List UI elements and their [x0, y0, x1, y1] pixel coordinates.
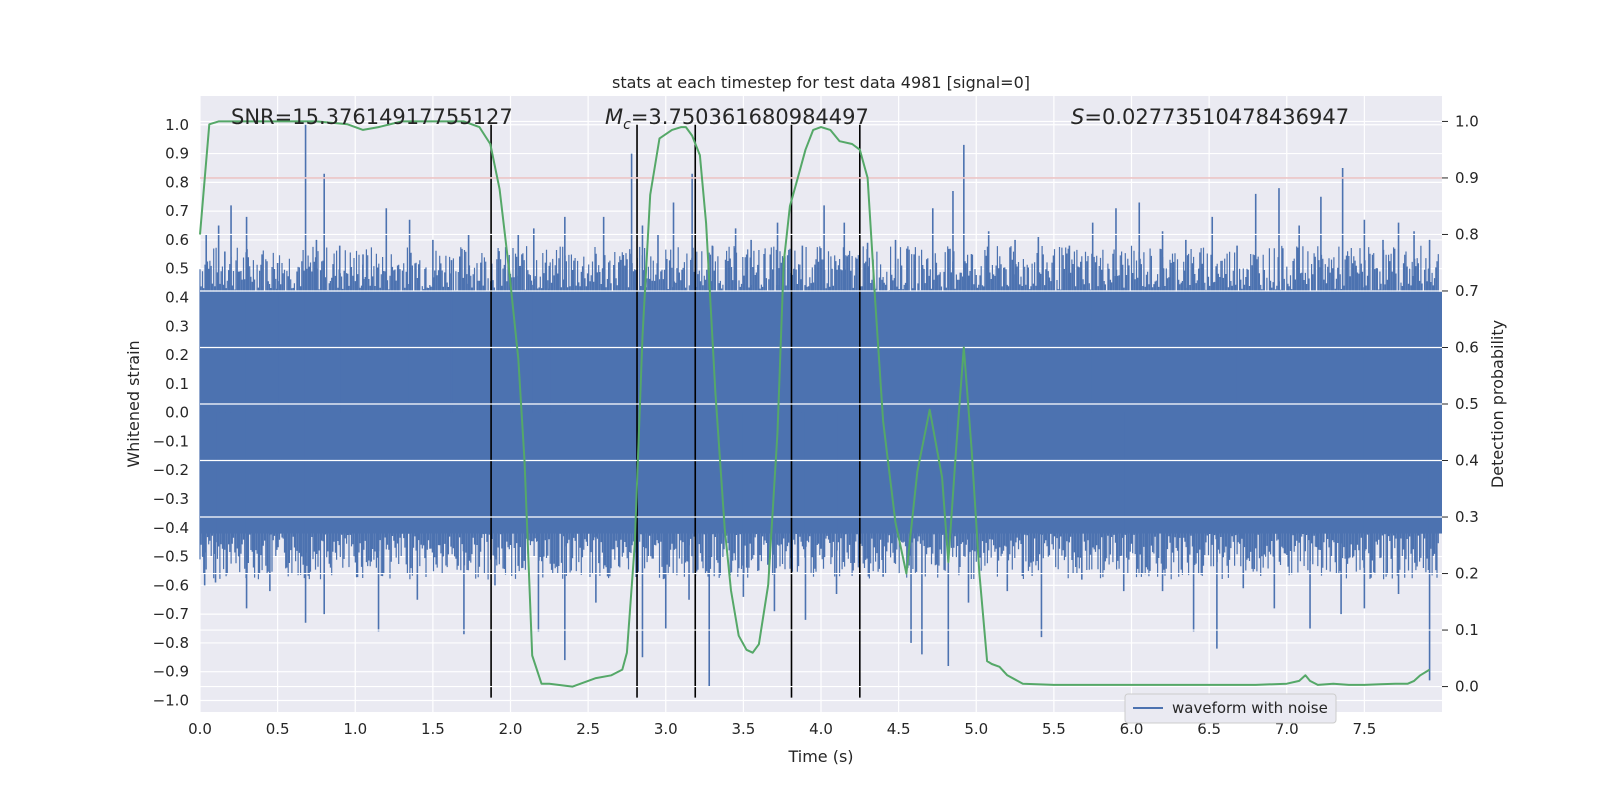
- x-tick-label: 4.5: [887, 720, 911, 738]
- y-right-tick-label: 0.7: [1455, 282, 1479, 300]
- y-right-tick-label: 0.3: [1455, 508, 1479, 526]
- x-tick-label: 2.0: [499, 720, 523, 738]
- x-tick-label: 1.0: [343, 720, 367, 738]
- y-right-tick-label: 0.8: [1455, 225, 1479, 243]
- y-right-tick-label: 0.0: [1455, 678, 1479, 696]
- x-tick-label: 3.0: [654, 720, 678, 738]
- y-left-axis-label: Whitened strain: [124, 340, 143, 467]
- y-right-tick-label: 1.0: [1455, 112, 1479, 130]
- detection-probability: [199, 120, 1431, 688]
- chart-title: stats at each timestep for test data 498…: [612, 73, 1030, 92]
- x-tick-label: 6.0: [1120, 720, 1144, 738]
- s-annotation: S=0.02773510478436947: [1071, 105, 1349, 129]
- x-tick-label: 0.0: [188, 720, 212, 738]
- y-right-tick-label: 0.9: [1455, 169, 1479, 187]
- x-tick-label: 6.5: [1197, 720, 1221, 738]
- y-left-tick-label: −0.6: [153, 576, 189, 594]
- y-left-tick-label: −0.8: [153, 634, 189, 652]
- x-tick-label: 0.5: [266, 720, 290, 738]
- mc-symbol: M: [605, 105, 623, 129]
- x-tick-label: 7.5: [1352, 720, 1376, 738]
- y-left-tick-label: 0.6: [165, 231, 189, 249]
- x-tick-labels: 0.0 0.5 1.0 1.5 2.0 2.5 3.0 3.5 4.0 4.5 5.0 5.5 6.0 6…: [188, 720, 1376, 738]
- waveform-noise: [199, 245, 1439, 580]
- legend-label: waveform with noise: [1172, 699, 1328, 717]
- y-left-tick-label: −0.5: [153, 548, 189, 566]
- y-left-tick-label: −0.2: [153, 461, 189, 479]
- probability-line: [199, 120, 1431, 688]
- y-left-tick-label: −0.3: [153, 490, 189, 508]
- y-right-tick-labels: 0.0 0.1 0.2 0.3 0.4 0.5 0.6 0.7 0.8 0.9 1.0: [1442, 112, 1479, 696]
- y-left-tick-label: 0.1: [165, 375, 189, 393]
- y-left-tick-label: 0.5: [165, 260, 189, 278]
- y-right-tick-label: 0.2: [1455, 565, 1479, 583]
- y-left-tick-label: −0.1: [153, 432, 189, 450]
- x-tick-label: 3.5: [731, 720, 755, 738]
- vertical-lines: [490, 124, 861, 698]
- mc-value: =3.750361680984497: [631, 105, 869, 129]
- y-left-tick-label: −1.0: [153, 691, 189, 709]
- y-left-tick-labels: −1.0 −0.9 −0.8 −0.7 −0.6 −0.5 −0.4 −0.3 −0.2 −0.1…: [153, 116, 189, 710]
- s-value: =0.02773510478436947: [1084, 105, 1349, 129]
- x-tick-label: 1.5: [421, 720, 445, 738]
- y-left-tick-label: 0.7: [165, 202, 189, 220]
- s-symbol: S: [1071, 105, 1084, 129]
- y-right-tick-label: 0.4: [1455, 452, 1479, 470]
- y-left-tick-label: 0.3: [165, 317, 189, 335]
- x-tick-label: 4.0: [809, 720, 833, 738]
- waveform-with-noise: [199, 124, 1442, 687]
- legend-box: [1124, 693, 1337, 724]
- x-tick-label: 5.0: [964, 720, 988, 738]
- y-right-axis-label: Detection probability: [1488, 320, 1507, 488]
- y-right-tick-label: 0.5: [1455, 395, 1479, 413]
- y-left-tick-label: 0.8: [165, 173, 189, 191]
- mc-annotation: Mc=3.750361680984497: [605, 105, 869, 133]
- x-tick-label: 5.5: [1042, 720, 1066, 738]
- y-left-tick-label: 1.0: [165, 116, 189, 134]
- y-left-tick-label: 0.2: [165, 346, 189, 364]
- x-tick-label: 2.5: [576, 720, 600, 738]
- y-left-tick-label: 0.4: [165, 288, 189, 306]
- y-right-tick-label: 0.6: [1455, 338, 1479, 356]
- y-left-tick-label: −0.9: [153, 663, 189, 681]
- legend: waveform with noise: [1124, 693, 1337, 724]
- y-left-tick-label: −0.4: [153, 519, 189, 537]
- mc-subscript: c: [623, 117, 631, 133]
- y-left-tick-label: 0.0: [165, 404, 189, 422]
- x-tick-label: 7.0: [1275, 720, 1299, 738]
- snr-annotation: SNR=15.37614917755127: [231, 105, 513, 129]
- y-left-tick-label: −0.7: [153, 605, 189, 623]
- y-left-tick-label: 0.9: [165, 145, 189, 163]
- x-axis-label: Time (s): [787, 747, 853, 766]
- y-right-tick-label: 0.1: [1455, 621, 1479, 639]
